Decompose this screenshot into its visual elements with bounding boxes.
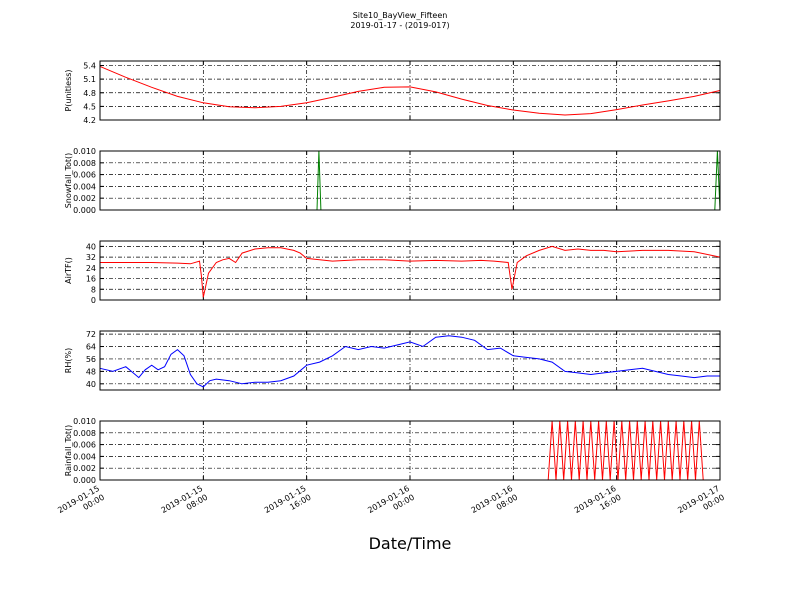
- y-tick-label: 56: [86, 355, 96, 364]
- y-tick-label: 0.000: [73, 206, 96, 215]
- y-tick-label: 0: [91, 296, 96, 305]
- y-tick-label: 0.006: [73, 171, 96, 180]
- y-tick-label: 40: [86, 242, 96, 251]
- y-tick-label: 0.008: [73, 159, 96, 168]
- y-tick-label: 4.2: [83, 116, 96, 125]
- plot-frame: [99, 150, 721, 211]
- x-axis-label: Date/Time: [368, 534, 452, 553]
- x-tick-label: 2019-01-1600:00: [366, 484, 416, 524]
- x-tick-label: 2019-01-1616:00: [573, 484, 623, 524]
- y-tick-label: 0.004: [73, 452, 96, 461]
- y-tick-label: 0.006: [73, 441, 96, 450]
- y-tick-label: 40: [86, 380, 96, 389]
- y-tick-label: 4.5: [83, 102, 96, 111]
- y-tick-label: 0.002: [73, 464, 96, 473]
- y-axis-label: Rainfall_Tot(): [64, 425, 73, 477]
- plot-frame: [99, 60, 721, 121]
- y-tick-label: 16: [86, 275, 96, 284]
- y-tick-label: 4.8: [83, 89, 96, 98]
- y-tick-label: 0.004: [73, 182, 96, 191]
- x-tick-label: 2019-01-1500:00: [56, 484, 106, 524]
- y-axis-label: Snowfall_Tot(): [64, 153, 73, 209]
- y-tick-label: 32: [86, 253, 96, 262]
- y-tick-label: 64: [86, 343, 96, 352]
- y-tick-label: 0.000: [73, 476, 96, 485]
- series-line-3: [100, 245, 721, 298]
- x-tick-label: 2019-01-1700:00: [676, 484, 726, 524]
- plot-frame: [99, 240, 721, 301]
- x-tick-label: 2019-01-1508:00: [160, 484, 210, 524]
- y-tick-label: 72: [86, 330, 96, 339]
- y-axis-label: RH(%): [64, 348, 73, 373]
- y-tick-label: 5.4: [83, 62, 96, 71]
- series-line-4: [99, 335, 720, 388]
- y-tick-label: 24: [86, 264, 96, 273]
- plot-frame: [99, 420, 721, 481]
- y-tick-label: 5.1: [83, 75, 96, 84]
- y-tick-label: 0.008: [73, 429, 96, 438]
- series-line-5: [100, 420, 720, 481]
- y-tick-label: 8: [91, 285, 96, 294]
- x-tick-label: 2019-01-1608:00: [470, 484, 520, 524]
- y-axis-label: AirTF(): [64, 257, 73, 284]
- chart-title: Site10_BayView_Fifteen: [352, 11, 448, 20]
- series-line-1: [99, 65, 721, 116]
- x-tick-label: 2019-01-1516:00: [263, 484, 313, 524]
- plot-frame: [99, 330, 721, 391]
- y-tick-label: 48: [86, 367, 96, 376]
- y-axis-label: P(unitless): [64, 69, 73, 111]
- y-tick-label: 0.010: [73, 147, 96, 156]
- y-tick-label: 0.002: [73, 194, 96, 203]
- chart-subtitle: 2019-01-17 - (2019-017): [350, 21, 450, 30]
- y-tick-label: 0.010: [73, 417, 96, 426]
